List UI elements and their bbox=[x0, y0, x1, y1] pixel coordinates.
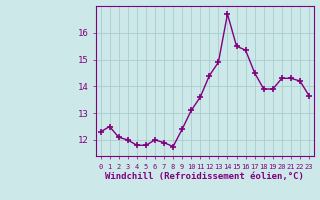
X-axis label: Windchill (Refroidissement éolien,°C): Windchill (Refroidissement éolien,°C) bbox=[105, 172, 304, 181]
